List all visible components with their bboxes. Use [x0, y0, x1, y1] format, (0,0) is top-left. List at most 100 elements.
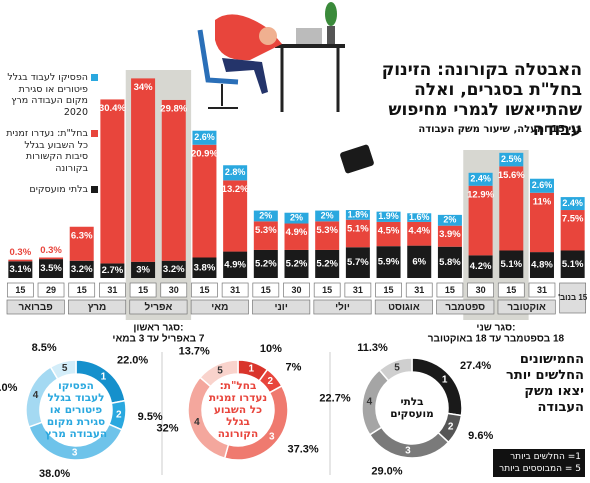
bar-segment — [499, 152, 524, 167]
bar-segment — [223, 165, 248, 181]
month-label: יוני — [274, 302, 287, 313]
value-label: 20.9% — [191, 148, 218, 159]
date-box — [37, 282, 65, 298]
legend-label: בלתי מועסקים — [29, 184, 88, 195]
value-label: 3% — [136, 264, 150, 275]
bar-segment — [192, 144, 217, 258]
value-label: 22.0% — [117, 355, 148, 367]
segment-number: 5 — [217, 366, 223, 377]
bar-segment — [468, 185, 493, 256]
segment-number: 3 — [72, 448, 78, 459]
x-tick-label: 15 — [77, 285, 87, 295]
bar-segment — [315, 249, 340, 278]
value-label: 2.5% — [501, 154, 522, 164]
illustration — [197, 2, 374, 174]
bar-segment — [468, 172, 493, 186]
value-label: 3.2% — [71, 264, 93, 275]
annotation-title: סגר ראשון: — [133, 323, 183, 334]
date-box — [528, 282, 556, 298]
donut-segment — [49, 359, 77, 381]
value-label: 3.2% — [163, 264, 185, 275]
value-label: 5.2% — [255, 258, 277, 269]
month-box — [129, 299, 188, 315]
bar-segment — [69, 260, 94, 278]
value-label: 15.6% — [498, 170, 525, 181]
legend: הפסיקו לעבוד בגלל פיטורים או סגירת מקום … — [4, 72, 98, 206]
value-label: 0.3% — [10, 247, 32, 258]
value-label: 1.6% — [409, 212, 430, 222]
x-tick-label: 15 — [506, 285, 516, 295]
value-label: 5.2% — [286, 258, 308, 269]
key-entry: 5 = המבוססים ביותר — [499, 464, 581, 474]
month-label: ספטמבר — [445, 302, 485, 313]
value-label: 12.9% — [467, 189, 494, 200]
value-label: 2.4% — [562, 198, 583, 208]
value-label: 5.3% — [255, 225, 277, 236]
value-label: 5.9% — [378, 257, 400, 268]
value-label: 11.3% — [357, 342, 388, 354]
value-label: 27.4% — [460, 360, 491, 372]
donut-segment — [378, 357, 413, 382]
value-label: 9.6% — [468, 430, 493, 442]
value-label: 2% — [259, 210, 272, 220]
x-tick-label: 15 — [15, 285, 25, 295]
bar-segment — [131, 78, 156, 262]
value-label: 32% — [156, 423, 178, 435]
date-box — [221, 282, 249, 298]
segment-number: 3 — [269, 431, 275, 442]
date-box — [436, 282, 464, 298]
legend-item: בלתי מועסקים — [4, 184, 98, 196]
value-label: 29.8% — [160, 103, 187, 114]
value-label: 2.8% — [225, 167, 246, 177]
bar-segment — [376, 221, 401, 247]
value-label: 2.4% — [470, 174, 491, 184]
value-label: 6.3% — [71, 230, 93, 241]
bar-segment — [407, 245, 432, 278]
value-label: 3.8% — [194, 262, 216, 273]
value-label: 7.5% — [562, 214, 584, 225]
bar-segment — [529, 252, 554, 278]
bar-segment — [560, 197, 585, 211]
bar-segment — [192, 257, 217, 278]
bar-segment — [560, 250, 585, 278]
bar-segment — [100, 99, 125, 264]
annotation-title: סגר שני: — [476, 323, 515, 334]
month-box — [6, 299, 65, 315]
month-box — [68, 299, 127, 315]
month-label: פברואר — [19, 302, 53, 313]
legend-item: בחל"ת: נעדרו זמנית כל השבוע בגלל סיבות ה… — [4, 128, 98, 174]
bar-segment — [468, 255, 493, 278]
value-label: 13.2% — [222, 184, 249, 195]
value-label: 4.9% — [286, 227, 308, 238]
bar-segment — [499, 250, 524, 278]
x-tick-label: 15 — [199, 285, 209, 295]
date-box — [68, 282, 96, 298]
value-label: 13.7% — [179, 346, 210, 358]
value-label: 3.1% — [10, 264, 32, 275]
bar-segment — [499, 166, 524, 251]
x-tick-label: 15 — [261, 285, 271, 295]
value-label: 1.9% — [378, 211, 399, 221]
segment-number: 5 — [62, 363, 68, 374]
donut-center-label: בלתי מועסקים — [390, 396, 434, 420]
date-box — [99, 282, 126, 298]
value-label: 2.6% — [194, 132, 215, 142]
value-label: 37.3% — [287, 444, 318, 456]
date-box — [497, 282, 525, 298]
donut-center-label: הפסיקו לעבוד בגלל פיטורים או סגירת מקום … — [44, 380, 108, 440]
bar-segment — [8, 261, 33, 278]
value-label: 11% — [533, 196, 552, 207]
segment-number: 5 — [394, 362, 400, 373]
bar-segment — [376, 211, 401, 222]
month-box — [497, 299, 556, 315]
bar-segment — [223, 180, 248, 252]
legend-item: הפסיקו לעבוד בגלל פיטורים או סגירת מקום … — [4, 72, 98, 118]
legend-label: בחל"ת: נעדרו זמנית כל השבוע בגלל סיבות ה… — [6, 128, 88, 174]
donut-heading: החמישונים החלשים יותר יצאו משק העבודה — [506, 352, 584, 415]
date-box — [559, 282, 587, 314]
segment-number: 4 — [194, 417, 200, 428]
value-label: 3.5% — [40, 263, 62, 274]
x-tick-label: 15 — [138, 285, 148, 295]
date-box — [191, 282, 218, 298]
